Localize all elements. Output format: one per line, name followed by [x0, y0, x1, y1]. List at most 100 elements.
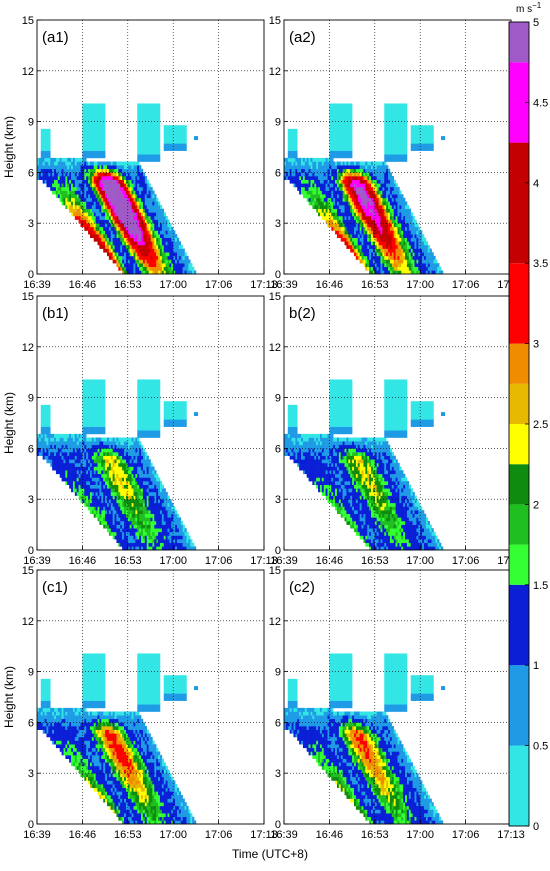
heatmap-cell	[169, 143, 171, 147]
heatmap-cell	[98, 452, 100, 456]
heatmap-cell	[403, 209, 405, 213]
heatmap-cell	[105, 172, 107, 176]
heatmap-cell	[103, 463, 105, 467]
heatmap-cell	[426, 147, 428, 151]
heatmap-cell	[88, 383, 90, 387]
heatmap-cell	[386, 132, 388, 136]
heatmap-cell	[120, 172, 122, 176]
heatmap-cell	[333, 111, 335, 115]
heatmap-cell	[135, 216, 137, 220]
heatmap-cell	[62, 172, 64, 176]
heatmap-cell	[96, 430, 98, 434]
heatmap-cell	[339, 223, 341, 227]
heatmap-cell	[96, 212, 98, 216]
heatmap-cell	[312, 205, 314, 209]
heatmap-cell	[405, 147, 407, 151]
heatmap-cell	[86, 477, 88, 481]
heatmap-cell	[60, 441, 62, 445]
heatmap-cell	[84, 387, 86, 391]
heatmap-cell	[346, 122, 348, 126]
heatmap-cell	[84, 383, 86, 387]
heatmap-cell	[50, 459, 52, 463]
heatmap-cell	[337, 180, 339, 184]
heatmap-cell	[403, 140, 405, 144]
heatmap-cell	[96, 485, 98, 489]
heatmap-cell	[67, 191, 69, 195]
heatmap-cell	[367, 187, 369, 191]
heatmap-cell	[63, 463, 65, 467]
heatmap-cell	[166, 252, 168, 256]
heatmap-cell	[169, 125, 171, 129]
heatmap-cell	[335, 205, 337, 209]
heatmap-cell	[65, 448, 67, 452]
heatmap-cell	[352, 194, 354, 198]
heatmap-cell	[164, 256, 166, 260]
heatmap-cell	[430, 252, 432, 256]
heatmap-cell	[426, 267, 428, 271]
heatmap-cell	[371, 230, 373, 234]
heatmap-cell	[39, 172, 41, 176]
heatmap-cell	[169, 136, 171, 140]
heatmap-cell	[79, 201, 81, 205]
heatmap-cell	[390, 198, 392, 202]
heatmap-cell	[77, 474, 79, 478]
heatmap-cell	[394, 158, 396, 162]
heatmap-cell	[375, 223, 377, 227]
heatmap-cell	[130, 172, 132, 176]
heatmap-cell	[132, 249, 134, 253]
heatmap-cell	[392, 252, 394, 256]
heatmap-cell	[101, 187, 103, 191]
heatmap-cell	[171, 241, 173, 245]
heatmap-cell	[105, 448, 107, 452]
heatmap-cell	[369, 198, 371, 202]
heatmap-cell	[405, 114, 407, 118]
heatmap-cell	[99, 463, 101, 467]
heatmap-cell	[58, 441, 60, 445]
heatmap-cell	[350, 183, 352, 187]
heatmap-cell	[380, 230, 382, 234]
heatmap-cell	[420, 132, 422, 136]
heatmap-cell	[403, 151, 405, 155]
heatmap-cell	[101, 470, 103, 474]
heatmap-cell	[392, 194, 394, 198]
heatmap-cell	[331, 212, 333, 216]
heatmap-cell	[62, 165, 64, 169]
heatmap-cell	[405, 209, 407, 213]
heatmap-cell	[115, 162, 117, 166]
heatmap-cell	[365, 180, 367, 184]
heatmap-cell	[105, 510, 107, 514]
heatmap-cell	[156, 114, 158, 118]
heatmap-cell	[69, 481, 71, 485]
heatmap-cell	[341, 165, 343, 169]
heatmap-cell	[43, 434, 45, 438]
heatmap-cell	[151, 256, 153, 260]
heatmap-cell	[107, 456, 109, 460]
heatmap-cell	[335, 230, 337, 234]
heatmap-cell	[43, 176, 45, 180]
heatmap-cell	[292, 165, 294, 169]
heatmap-cell	[82, 434, 84, 438]
heatmap-cell	[84, 162, 86, 166]
heatmap-cell	[79, 459, 81, 463]
heatmap-cell	[333, 114, 335, 118]
heatmap-cell	[310, 183, 312, 187]
heatmap-cell	[141, 176, 143, 180]
heatmap-cell	[107, 492, 109, 496]
heatmap-cell	[94, 125, 96, 129]
heatmap-cell	[162, 259, 164, 263]
heatmap-cell	[151, 129, 153, 133]
heatmap-cell	[133, 165, 135, 169]
heatmap-cell	[392, 136, 394, 140]
heatmap-cell	[360, 252, 362, 256]
heatmap-cell	[109, 187, 111, 191]
heatmap-cell	[107, 183, 109, 187]
heatmap-cell	[132, 194, 134, 198]
heatmap-cell	[432, 267, 434, 271]
heatmap-cell	[392, 259, 394, 263]
heatmap-cell	[143, 183, 145, 187]
heatmap-cell	[380, 198, 382, 202]
heatmap-cell	[79, 180, 81, 184]
heatmap-cell	[92, 201, 94, 205]
heatmap-cell	[105, 194, 107, 198]
heatmap-cell	[333, 129, 335, 133]
